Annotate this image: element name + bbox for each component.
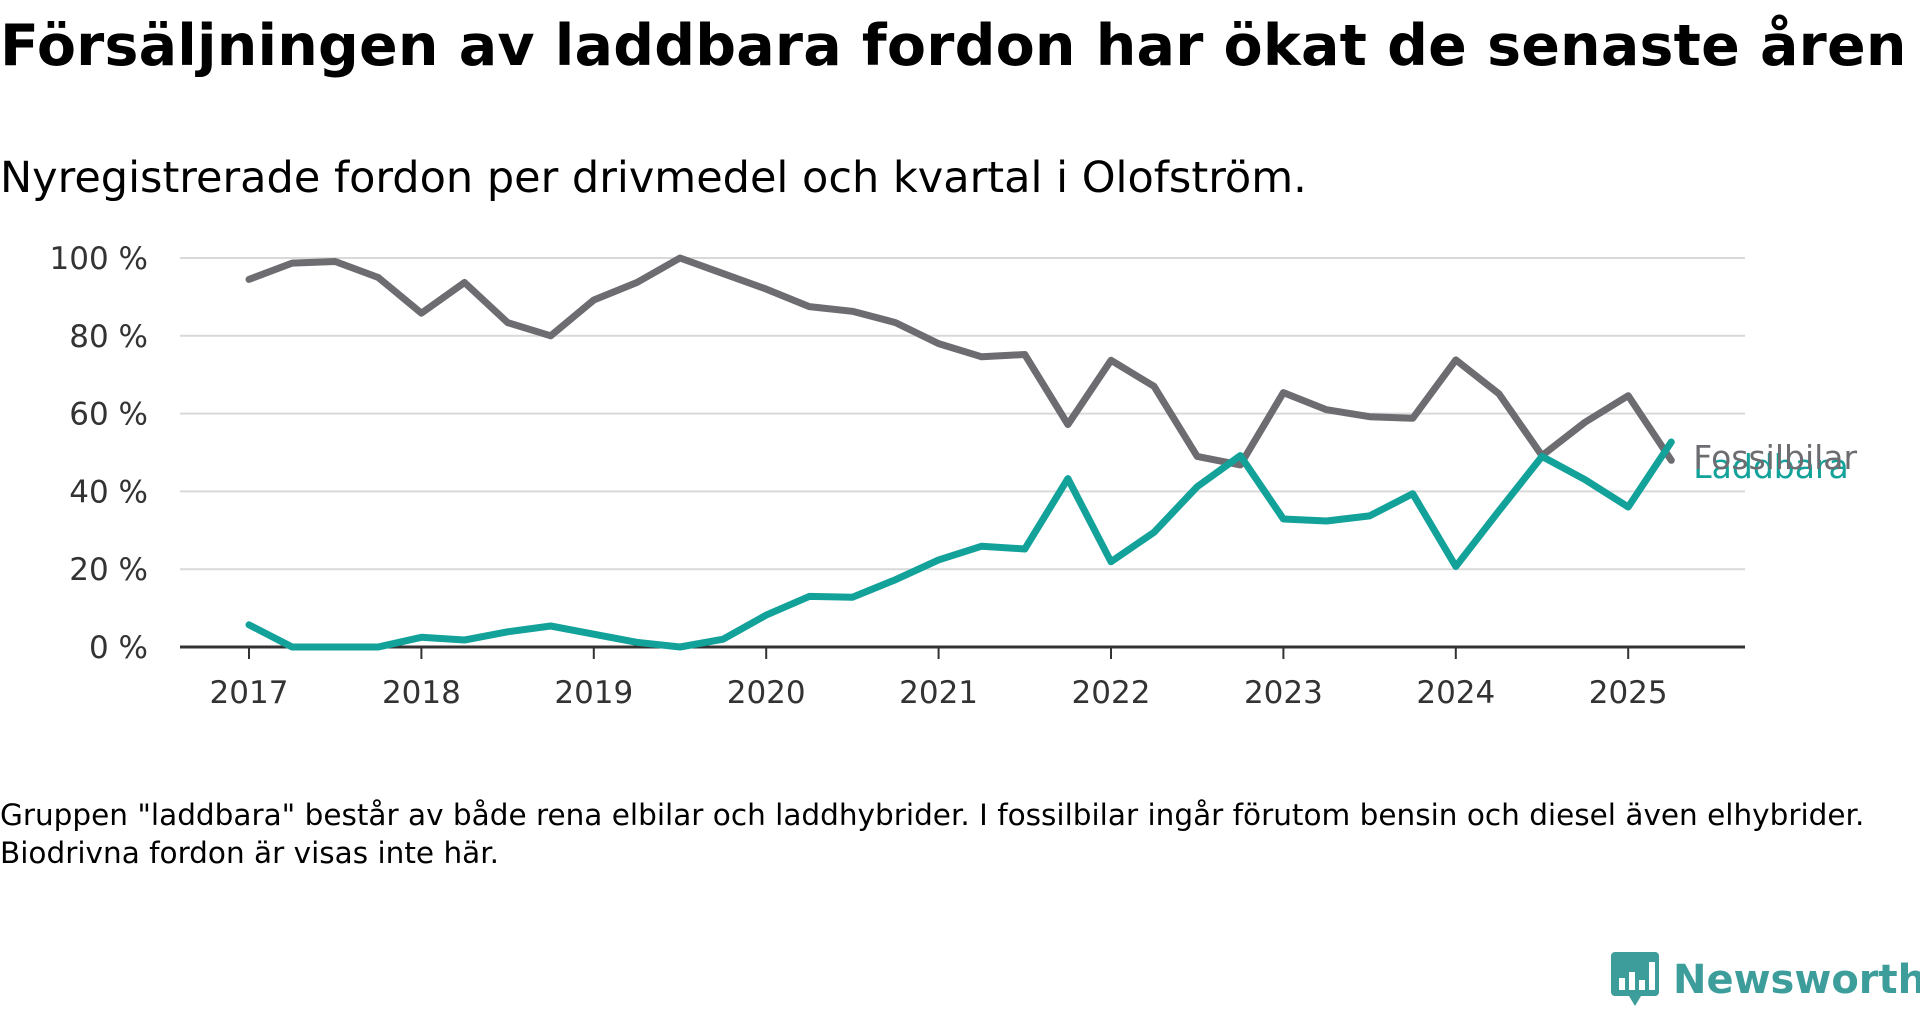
series-lines (245, 254, 1675, 651)
logo-text: Newsworthy (1673, 957, 1920, 1003)
bar-chart-bubble-icon (1611, 952, 1659, 1006)
footnote: Gruppen "laddbara" består av både rena e… (0, 798, 1865, 870)
x-tick-label: 2017 (210, 675, 289, 711)
y-tick-label: 80 % (69, 319, 148, 355)
grid-lines (180, 257, 1745, 571)
line-chart: 0 % 20 % 40 % 60 % 80 % 100 % 2017 2018 2019 202… (50, 241, 1858, 711)
y-tick-label: 60 % (69, 397, 148, 433)
series-label-laddbara: Laddbara (1693, 447, 1848, 486)
newsworthy-logo[interactable]: Newsworthy (1609, 950, 1920, 1010)
chart-subtitle: Nyregistrerade fordon per drivmedel och … (0, 153, 1307, 203)
x-tick-label: 2019 (554, 675, 633, 711)
series-line-fossilbilar (245, 254, 1675, 469)
chart-title: Försäljningen av laddbara fordon har öka… (0, 13, 1907, 79)
y-tick-label: 20 % (69, 552, 148, 588)
series-line-laddbara (245, 438, 1675, 651)
x-tick-label: 2022 (1072, 675, 1151, 711)
x-tick-label: 2021 (899, 675, 978, 711)
x-tick-label: 2025 (1589, 675, 1668, 711)
y-tick-label: 0 % (89, 630, 148, 666)
x-tick-label: 2018 (382, 675, 461, 711)
x-axis: 2017 2018 2019 2020 2021 2022 2023 2024 2025 (180, 645, 1745, 711)
y-axis-ticks: 0 % 20 % 40 % 60 % 80 % 100 % (50, 241, 148, 666)
x-tick-label: 2023 (1244, 675, 1323, 711)
x-tick-label: 2024 (1416, 675, 1495, 711)
series-label-fossilbilar: Fossilbilar (1693, 438, 1857, 477)
y-tick-label: 40 % (69, 474, 148, 510)
y-tick-label: 100 % (50, 241, 148, 277)
x-tick-label: 2020 (727, 675, 806, 711)
